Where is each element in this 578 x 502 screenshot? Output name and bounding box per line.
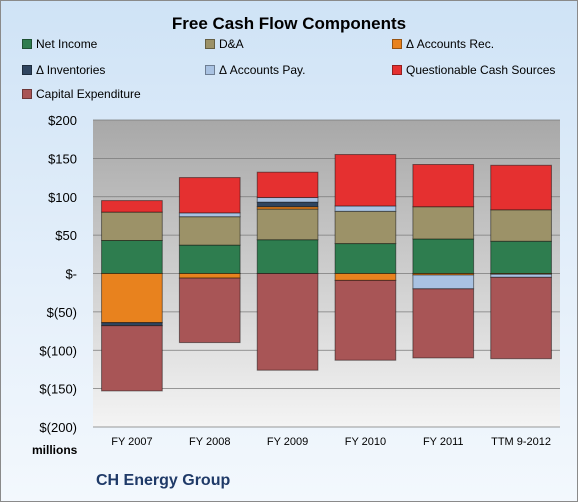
x-tick-label: FY 2008	[189, 436, 230, 448]
bar-segment	[256, 201, 319, 208]
x-tick-label: FY 2007	[111, 436, 152, 448]
legend-label: D&A	[219, 37, 244, 51]
bar-segment	[490, 240, 552, 274]
bar-segment	[178, 277, 241, 344]
y-tick-label: $200	[48, 113, 77, 128]
legend-label: Questionable Cash Sources	[406, 63, 556, 77]
bar-segment	[490, 276, 552, 360]
y-tick-label: $-	[65, 267, 77, 282]
bar-segment	[256, 171, 319, 199]
legend-item: Capital Expenditure	[22, 87, 141, 101]
bar-segment	[334, 210, 397, 245]
bar-segment	[256, 239, 319, 274]
bar-segment	[412, 288, 475, 359]
legend-item: Δ Accounts Pay.	[205, 63, 306, 77]
legend-label: Net Income	[36, 37, 98, 51]
legend-label: Δ Inventories	[36, 63, 106, 77]
legend-item: Δ Accounts Rec.	[392, 37, 494, 51]
legend-swatch	[392, 65, 402, 75]
bar-segment	[101, 273, 163, 324]
bar-segment	[256, 197, 319, 203]
x-tick-label: FY 2011	[423, 436, 464, 448]
legend-label: Capital Expenditure	[36, 87, 141, 101]
chart-title: Free Cash Flow Components	[171, 14, 407, 33]
bar-segment	[101, 239, 163, 274]
legend-item: Questionable Cash Sources	[392, 63, 555, 77]
bar-segment	[490, 209, 552, 242]
y-tick-label: $(50)	[47, 305, 77, 320]
bar-segment	[178, 244, 241, 274]
bar-segment	[178, 216, 241, 246]
bar-segment	[412, 206, 475, 240]
legend-label: Δ Accounts Pay.	[219, 63, 306, 77]
legend-item: D&A	[205, 37, 244, 51]
x-tick-label: FY 2009	[267, 436, 308, 448]
legend-swatch	[205, 39, 215, 49]
bar-segment	[178, 177, 241, 214]
bar-segment	[490, 164, 552, 211]
y-tick-label: $100	[48, 190, 77, 205]
bar-segment	[334, 279, 397, 361]
units-label: millions	[32, 443, 78, 457]
bar-segment	[101, 325, 163, 392]
legend-item: Δ Inventories	[22, 63, 105, 77]
legend-swatch	[22, 39, 32, 49]
y-tick-label: $(150)	[39, 382, 77, 397]
bar-segment	[256, 273, 319, 371]
x-tick-label: FY 2010	[345, 436, 386, 448]
y-tick-label: $(200)	[39, 420, 77, 435]
y-tick-label: $150	[48, 151, 77, 166]
legend-swatch	[22, 89, 32, 99]
bar-segment	[178, 273, 241, 279]
company-name: CH Energy Group	[96, 472, 231, 489]
y-tick-label: $50	[55, 228, 77, 243]
bar-segment	[334, 273, 397, 281]
legend-swatch	[22, 65, 32, 75]
bar-segment	[334, 243, 397, 275]
x-tick-label: TTM 9-2012	[491, 436, 551, 448]
bar-segment	[101, 200, 163, 213]
bar-segment	[256, 208, 319, 241]
bar-segment	[412, 238, 475, 274]
bar-segment	[412, 274, 475, 290]
y-tick-label: $(100)	[39, 343, 77, 358]
legend-swatch	[205, 65, 215, 75]
legend-item: Net Income	[22, 37, 97, 51]
bar-segment	[334, 154, 397, 207]
bar-segment	[101, 211, 163, 241]
legend-label: Δ Accounts Rec.	[406, 37, 495, 51]
bar-segment	[178, 212, 241, 218]
bar-segment	[334, 205, 397, 212]
legend-swatch	[392, 39, 402, 49]
bar-segment	[412, 164, 475, 208]
